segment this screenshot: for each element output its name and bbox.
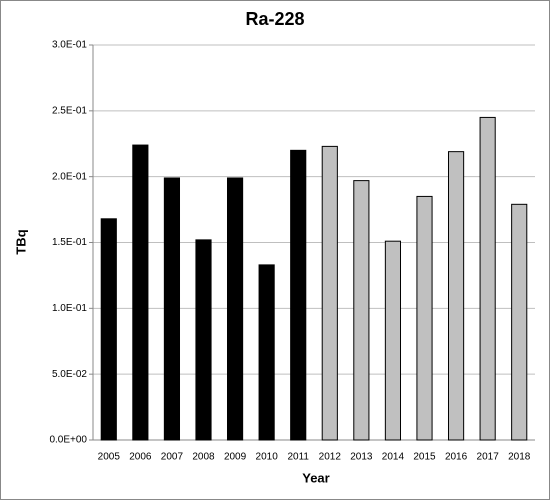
bar xyxy=(321,145,338,441)
bar xyxy=(416,195,433,441)
y-tick-label: 3.0E-01 xyxy=(52,40,87,51)
y-tick-label: 0.0E+00 xyxy=(49,435,87,446)
bar xyxy=(195,239,212,441)
y-tick-label: 2.5E-01 xyxy=(52,105,87,116)
y-axis-label: TBq xyxy=(13,229,28,254)
bar xyxy=(163,177,181,441)
x-axis-label: Year xyxy=(302,470,329,485)
bar xyxy=(258,264,275,441)
x-tick-label: 2017 xyxy=(477,452,500,463)
y-tick-label: 1.5E-01 xyxy=(52,237,87,248)
x-tick-label: 2015 xyxy=(413,452,436,463)
x-tick-label: 2005 xyxy=(98,452,121,463)
x-tick-label: 2012 xyxy=(319,452,342,463)
x-tick-label: 2009 xyxy=(224,452,247,463)
x-tick-label: 2008 xyxy=(192,452,215,463)
y-tick-label: 5.0E-02 xyxy=(52,369,87,380)
x-tick-label: 2007 xyxy=(161,452,184,463)
bar xyxy=(290,149,307,441)
x-tick-label: 2016 xyxy=(445,452,468,463)
x-tick-label: 2014 xyxy=(382,452,405,463)
chart-title: Ra-228 xyxy=(245,9,304,29)
x-tick-label: 2010 xyxy=(256,452,279,463)
x-tick-label: 2013 xyxy=(350,452,373,463)
bar xyxy=(479,116,496,441)
bar xyxy=(226,177,244,441)
bar xyxy=(100,218,117,441)
x-tick-label: 2011 xyxy=(287,452,309,463)
bar xyxy=(353,180,370,441)
bar xyxy=(384,240,402,441)
y-tick-label: 1.0E-01 xyxy=(52,303,87,314)
bar xyxy=(132,144,149,441)
bar xyxy=(511,203,528,441)
x-tick-label: 2018 xyxy=(508,452,531,463)
x-tick-label: 2006 xyxy=(129,452,152,463)
y-tick-label: 2.0E-01 xyxy=(52,171,87,182)
bar xyxy=(447,151,465,441)
